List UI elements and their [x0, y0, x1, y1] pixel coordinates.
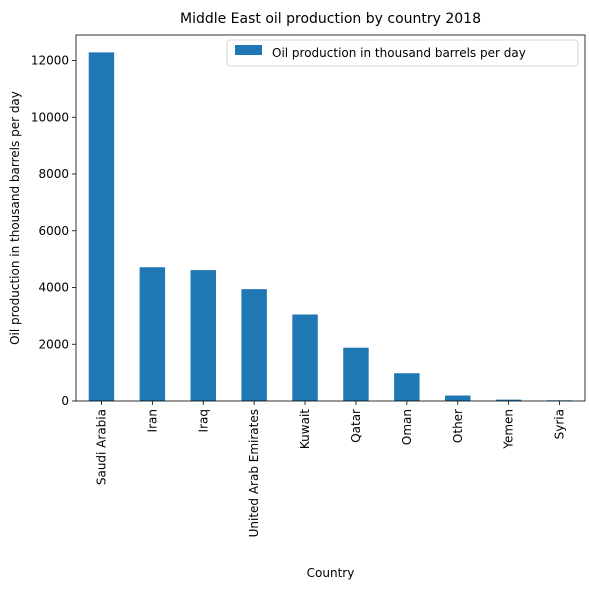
bar-oman — [394, 373, 420, 401]
plot-frame — [75, 34, 586, 402]
legend: Oil production in thousand barrels per d… — [226, 39, 579, 67]
y-tick-label: 4000 — [38, 281, 69, 295]
bar-yemen — [495, 399, 522, 401]
x-axis: Saudi Arabia Iran Iraq United Arab Emirates… — [94, 401, 567, 537]
y-tick-label: 12000 — [31, 54, 69, 68]
bar-other — [445, 395, 471, 401]
legend-box — [226, 39, 579, 67]
legend-label: Oil production in thousand barrels per d… — [272, 46, 526, 60]
y-tick-label: 8000 — [38, 167, 69, 181]
bar-united-arab-emirates — [241, 289, 267, 401]
x-tick-label: United Arab Emirates — [247, 409, 261, 537]
y-axis-label: Oil production in thousand barrels per d… — [8, 91, 22, 345]
bar-iraq — [190, 270, 216, 401]
bar-qatar — [343, 347, 369, 401]
legend-swatch — [235, 45, 262, 55]
x-tick-label: Iraq — [196, 409, 210, 432]
chart-title: Middle East oil production by country 20… — [180, 11, 481, 27]
y-tick-label: 2000 — [38, 337, 69, 351]
x-tick-label: Oman — [400, 409, 414, 445]
x-tick-label: Kuwait — [298, 409, 312, 449]
x-axis-label: Country — [307, 566, 355, 580]
x-tick-label: Other — [451, 409, 465, 443]
x-tick-label: Syria — [553, 409, 567, 439]
y-tick-label: 10000 — [31, 110, 69, 124]
y-axis: 0 2000 4000 6000 8000 10000 12000 — [31, 54, 76, 408]
bar-iran — [139, 267, 166, 401]
x-tick-label: Saudi Arabia — [94, 409, 108, 485]
x-tick-label: Yemen — [502, 409, 516, 450]
y-tick-label: 0 — [61, 394, 69, 408]
bars-group — [88, 52, 573, 401]
x-tick-label: Iran — [145, 409, 159, 432]
bar-saudi-arabia — [88, 52, 115, 401]
bar-kuwait — [292, 314, 318, 401]
x-tick-label: Qatar — [349, 409, 363, 443]
y-tick-label: 6000 — [38, 224, 69, 238]
